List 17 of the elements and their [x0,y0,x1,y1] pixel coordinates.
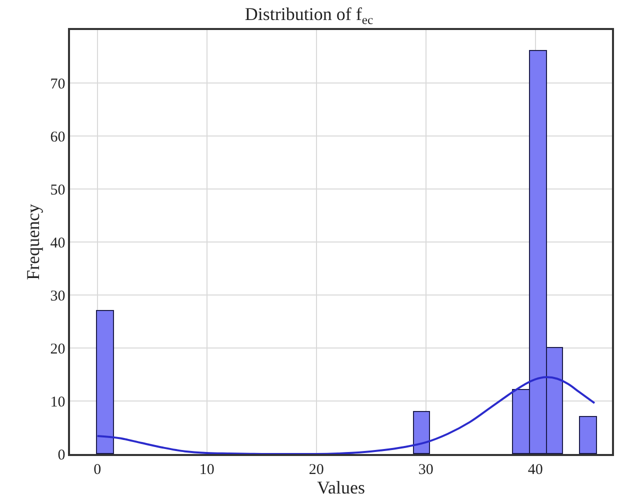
y-tick-label: 50 [50,182,66,198]
x-tick-label: 10 [199,462,214,478]
y-tick-label: 20 [50,341,66,358]
x-tick-label: 30 [418,462,434,478]
y-tick-label: 0 [58,447,66,464]
x-tick-label: 0 [94,462,102,478]
y-tick-label: 40 [50,235,66,252]
x-tick-label: 40 [528,462,543,478]
y-tick-label: 10 [50,394,66,410]
x-axis-title: Values [317,478,365,498]
chart-title: Distribution of f$_{ec}$ [244,4,374,27]
x-tick-label: 20 [308,462,324,478]
line-series [96,376,596,454]
y-tick-label: 70 [50,76,66,92]
y-axis-title: Frequency [22,204,43,280]
y-tick-label: 30 [50,288,66,304]
y-tick-label: 60 [50,129,66,146]
